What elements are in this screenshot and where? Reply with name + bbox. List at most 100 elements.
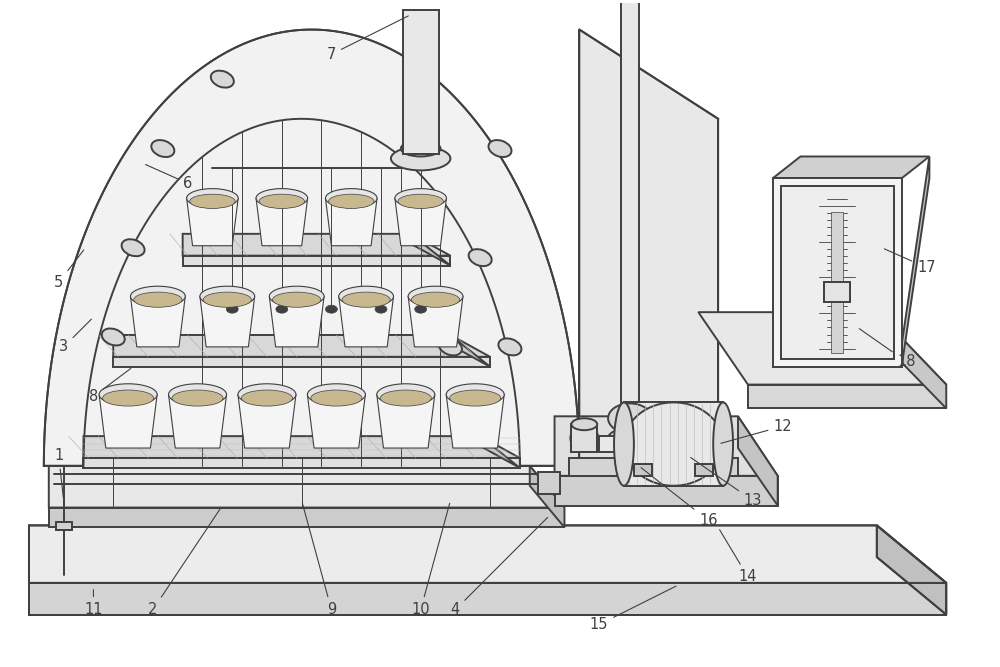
Polygon shape: [450, 335, 490, 367]
Polygon shape: [748, 385, 946, 408]
Text: 1: 1: [54, 448, 63, 498]
Ellipse shape: [498, 338, 521, 356]
Ellipse shape: [325, 189, 377, 207]
Ellipse shape: [380, 390, 431, 406]
Ellipse shape: [259, 194, 305, 209]
Text: 13: 13: [691, 458, 762, 508]
Polygon shape: [44, 29, 579, 466]
Text: 7: 7: [327, 16, 408, 62]
Ellipse shape: [238, 384, 296, 405]
Text: 16: 16: [641, 468, 718, 528]
Polygon shape: [773, 157, 929, 178]
Polygon shape: [269, 296, 324, 347]
Polygon shape: [83, 458, 520, 468]
Polygon shape: [187, 198, 238, 245]
Polygon shape: [83, 436, 520, 458]
Ellipse shape: [130, 286, 185, 306]
Text: 5: 5: [54, 250, 84, 290]
Ellipse shape: [273, 292, 321, 307]
Ellipse shape: [134, 292, 182, 307]
Text: 2: 2: [148, 508, 221, 617]
Ellipse shape: [122, 239, 145, 256]
Ellipse shape: [446, 384, 504, 405]
Text: 6: 6: [146, 165, 192, 191]
Polygon shape: [621, 0, 639, 466]
Bar: [824, 282, 850, 302]
Ellipse shape: [469, 249, 492, 266]
Polygon shape: [624, 402, 723, 486]
Polygon shape: [113, 335, 490, 357]
Ellipse shape: [276, 305, 288, 313]
Polygon shape: [339, 296, 394, 347]
Polygon shape: [377, 394, 435, 448]
Text: 3: 3: [59, 319, 91, 354]
Polygon shape: [877, 526, 946, 614]
Polygon shape: [555, 416, 778, 476]
Ellipse shape: [415, 305, 427, 313]
Polygon shape: [395, 198, 446, 245]
Ellipse shape: [339, 286, 394, 306]
Ellipse shape: [172, 390, 223, 406]
Ellipse shape: [102, 328, 125, 346]
Bar: [538, 472, 560, 494]
Polygon shape: [183, 255, 450, 265]
Polygon shape: [480, 436, 520, 468]
Polygon shape: [99, 394, 157, 448]
Bar: [831, 212, 843, 353]
Ellipse shape: [307, 384, 365, 405]
Ellipse shape: [190, 194, 235, 209]
Polygon shape: [113, 357, 490, 367]
Text: 8: 8: [89, 368, 131, 404]
Polygon shape: [29, 583, 946, 614]
Ellipse shape: [624, 402, 723, 486]
Text: 15: 15: [590, 586, 676, 632]
Bar: [56, 522, 72, 530]
Polygon shape: [902, 157, 929, 367]
Text: 14: 14: [720, 530, 757, 584]
Ellipse shape: [614, 431, 646, 451]
Ellipse shape: [377, 384, 435, 405]
Ellipse shape: [450, 390, 501, 406]
Ellipse shape: [226, 305, 238, 313]
Ellipse shape: [329, 194, 374, 209]
Bar: [619, 436, 641, 456]
Polygon shape: [325, 198, 377, 245]
Text: 4: 4: [451, 518, 548, 617]
Ellipse shape: [375, 305, 387, 313]
Ellipse shape: [203, 292, 251, 307]
Ellipse shape: [391, 147, 450, 170]
Bar: [773, 178, 902, 367]
Ellipse shape: [614, 402, 634, 486]
Ellipse shape: [398, 194, 443, 209]
Polygon shape: [579, 29, 718, 466]
Polygon shape: [698, 312, 946, 385]
Ellipse shape: [411, 292, 460, 307]
Polygon shape: [49, 508, 564, 528]
Polygon shape: [408, 296, 463, 347]
Bar: [599, 436, 654, 452]
Polygon shape: [738, 416, 778, 506]
Ellipse shape: [401, 141, 440, 157]
Ellipse shape: [325, 305, 337, 313]
Ellipse shape: [713, 402, 733, 486]
Polygon shape: [530, 466, 564, 528]
Ellipse shape: [311, 390, 362, 406]
Ellipse shape: [103, 390, 154, 406]
Ellipse shape: [211, 71, 234, 87]
Ellipse shape: [187, 189, 238, 207]
Ellipse shape: [608, 404, 652, 433]
Text: 10: 10: [411, 504, 450, 617]
Ellipse shape: [269, 286, 324, 306]
Ellipse shape: [439, 338, 462, 356]
Ellipse shape: [342, 292, 390, 307]
Text: 9: 9: [302, 504, 336, 617]
Ellipse shape: [200, 286, 255, 306]
Text: 18: 18: [859, 329, 916, 370]
Ellipse shape: [151, 140, 174, 157]
Bar: [695, 464, 713, 476]
Bar: [781, 186, 894, 359]
Ellipse shape: [488, 140, 512, 157]
Polygon shape: [555, 476, 778, 506]
Text: 11: 11: [84, 590, 103, 617]
Text: 17: 17: [884, 249, 936, 275]
